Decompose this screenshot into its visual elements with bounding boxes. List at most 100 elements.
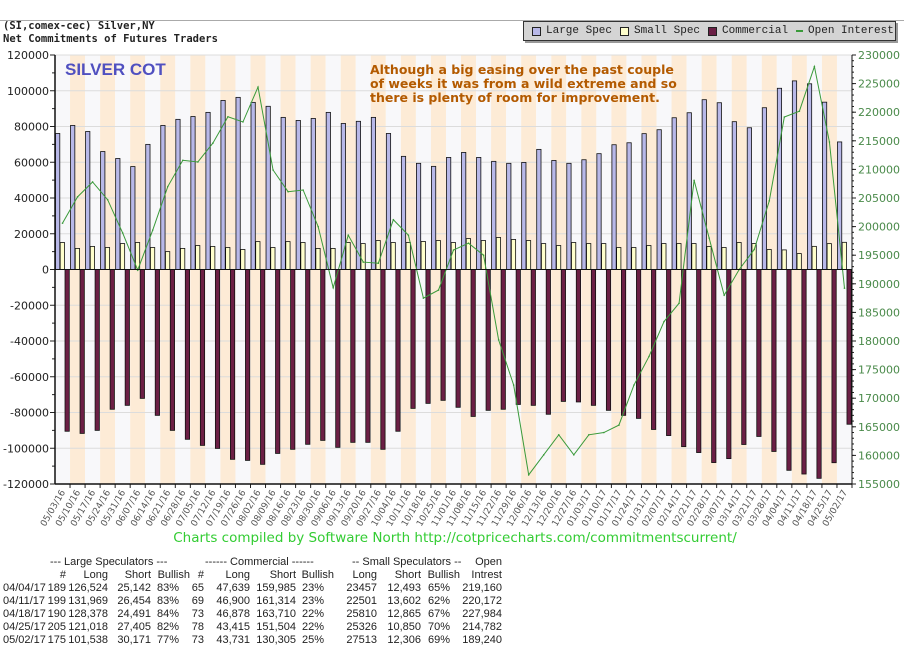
small-spec-bar: [616, 247, 622, 270]
legend-item: Open Interest: [796, 25, 894, 37]
legend-box-swatch: [620, 26, 630, 36]
small-spec-bar: [345, 242, 351, 270]
commercial-bar: [696, 269, 702, 453]
commercial-bar: [380, 269, 386, 450]
large-spec-bar: [806, 83, 813, 270]
open-interest-point: [512, 384, 515, 386]
large-spec-bar: [400, 155, 407, 270]
open-interest-point: [257, 86, 259, 88]
open-interest-point: [151, 229, 154, 231]
open-interest-point: [121, 232, 124, 234]
large-spec-bar: [175, 118, 181, 270]
small-spec-bar: [420, 241, 426, 270]
table-cell: 83%: [157, 595, 180, 607]
table-cell: 12,306: [387, 634, 421, 646]
column-header: Intrest: [471, 569, 502, 581]
open-interest-point: [813, 65, 816, 68]
small-spec-bar: [119, 243, 126, 270]
small-spec-bar: [796, 253, 802, 270]
commercial-bar: [455, 269, 461, 408]
table-cell: 126,524: [68, 582, 108, 594]
commercial-bar: [771, 269, 777, 452]
y-tick-label: -100000: [3, 442, 49, 455]
y-tick-label: 120000: [7, 49, 49, 62]
table-cell: 24,491: [117, 608, 151, 620]
large-spec-bar: [506, 162, 512, 270]
commercial-bar: [590, 269, 597, 406]
commercial-bar: [169, 269, 175, 431]
open-interest-point: [197, 161, 199, 163]
commercial-bar: [786, 269, 792, 471]
table-cell: 220,172: [462, 595, 502, 607]
open-interest-point: [648, 355, 650, 358]
commercial-bar: [64, 269, 70, 432]
small-spec-bar: [586, 243, 592, 270]
open-interest-point: [227, 115, 229, 118]
commercial-bar: [335, 269, 341, 448]
legend-box-swatch: [708, 26, 718, 36]
y2-tick-label: 185000: [858, 306, 900, 319]
small-spec-bar: [691, 243, 697, 270]
large-spec-bar: [461, 152, 467, 270]
large-spec-bar: [596, 153, 602, 270]
commercial-bar: [124, 269, 130, 406]
small-spec-bar: [495, 237, 501, 270]
table-cell: 12,493: [387, 582, 421, 594]
cot-chart: 120000100000800006000040000200000-20000-…: [3, 49, 900, 529]
column-header: Bullish: [301, 569, 334, 581]
small-spec-bar: [165, 251, 171, 270]
commercial-bar: [275, 269, 281, 454]
legend-item: Small Spec: [620, 25, 700, 37]
open-interest-point: [182, 159, 184, 162]
row-date: 04/04/17: [3, 582, 46, 594]
table-cell: 67%: [428, 608, 451, 620]
legend-label: Open Interest: [808, 25, 894, 37]
large-spec-bar: [521, 162, 527, 270]
open-interest-point: [708, 237, 710, 239]
table-cell: 199: [47, 595, 66, 607]
y2-tick-label: 225000: [858, 78, 900, 91]
commercial-bar: [741, 269, 747, 445]
large-spec-bar: [837, 141, 843, 270]
commercial-bar: [320, 269, 326, 441]
large-spec-bar: [85, 131, 91, 270]
small-spec-bar: [74, 248, 80, 270]
table-cell: 27,405: [117, 621, 151, 633]
y-tick-label: -60000: [10, 371, 49, 384]
small-spec-bar: [736, 242, 742, 270]
commercial-bar: [560, 269, 566, 402]
commercial-bar: [184, 269, 191, 440]
commercial-bar: [109, 269, 115, 410]
commercial-bar: [500, 269, 506, 410]
y2-tick-label: 230000: [858, 49, 900, 62]
open-interest-point: [272, 169, 274, 171]
y2-tick-label: 155000: [858, 478, 900, 491]
open-interest-point: [377, 262, 380, 265]
commercial-bar: [230, 269, 236, 460]
large-spec-bar: [385, 133, 392, 270]
large-spec-bar: [70, 125, 76, 270]
large-spec-bar: [701, 99, 707, 270]
small-spec-bar: [435, 240, 441, 270]
table-cell: 27513: [346, 634, 377, 646]
commercial-bar: [94, 269, 100, 431]
table-cell: 65%: [428, 582, 451, 594]
large-spec-bar: [656, 129, 662, 270]
table-cell: 30,171: [117, 634, 151, 646]
open-interest-point: [287, 190, 289, 193]
open-interest-point: [407, 234, 410, 236]
table-cell: 189,240: [462, 634, 502, 646]
table-cell: 163,710: [256, 608, 296, 620]
open-interest-point: [753, 248, 756, 251]
open-interest-point: [678, 302, 680, 305]
chart-header-symbol: (SI,comex-cec) Silver,NY: [3, 20, 155, 32]
table-cell: 151,504: [256, 621, 296, 633]
table-cell: 26,454: [117, 595, 151, 607]
large-spec-bar: [355, 120, 361, 270]
commercial-bar: [395, 269, 401, 432]
large-spec-bar: [686, 112, 692, 270]
small-spec-bar: [631, 247, 637, 270]
credit-line: Charts compiled by Software North http:/…: [173, 530, 737, 546]
y-tick-label: -20000: [10, 299, 49, 312]
open-interest-point: [422, 297, 425, 299]
